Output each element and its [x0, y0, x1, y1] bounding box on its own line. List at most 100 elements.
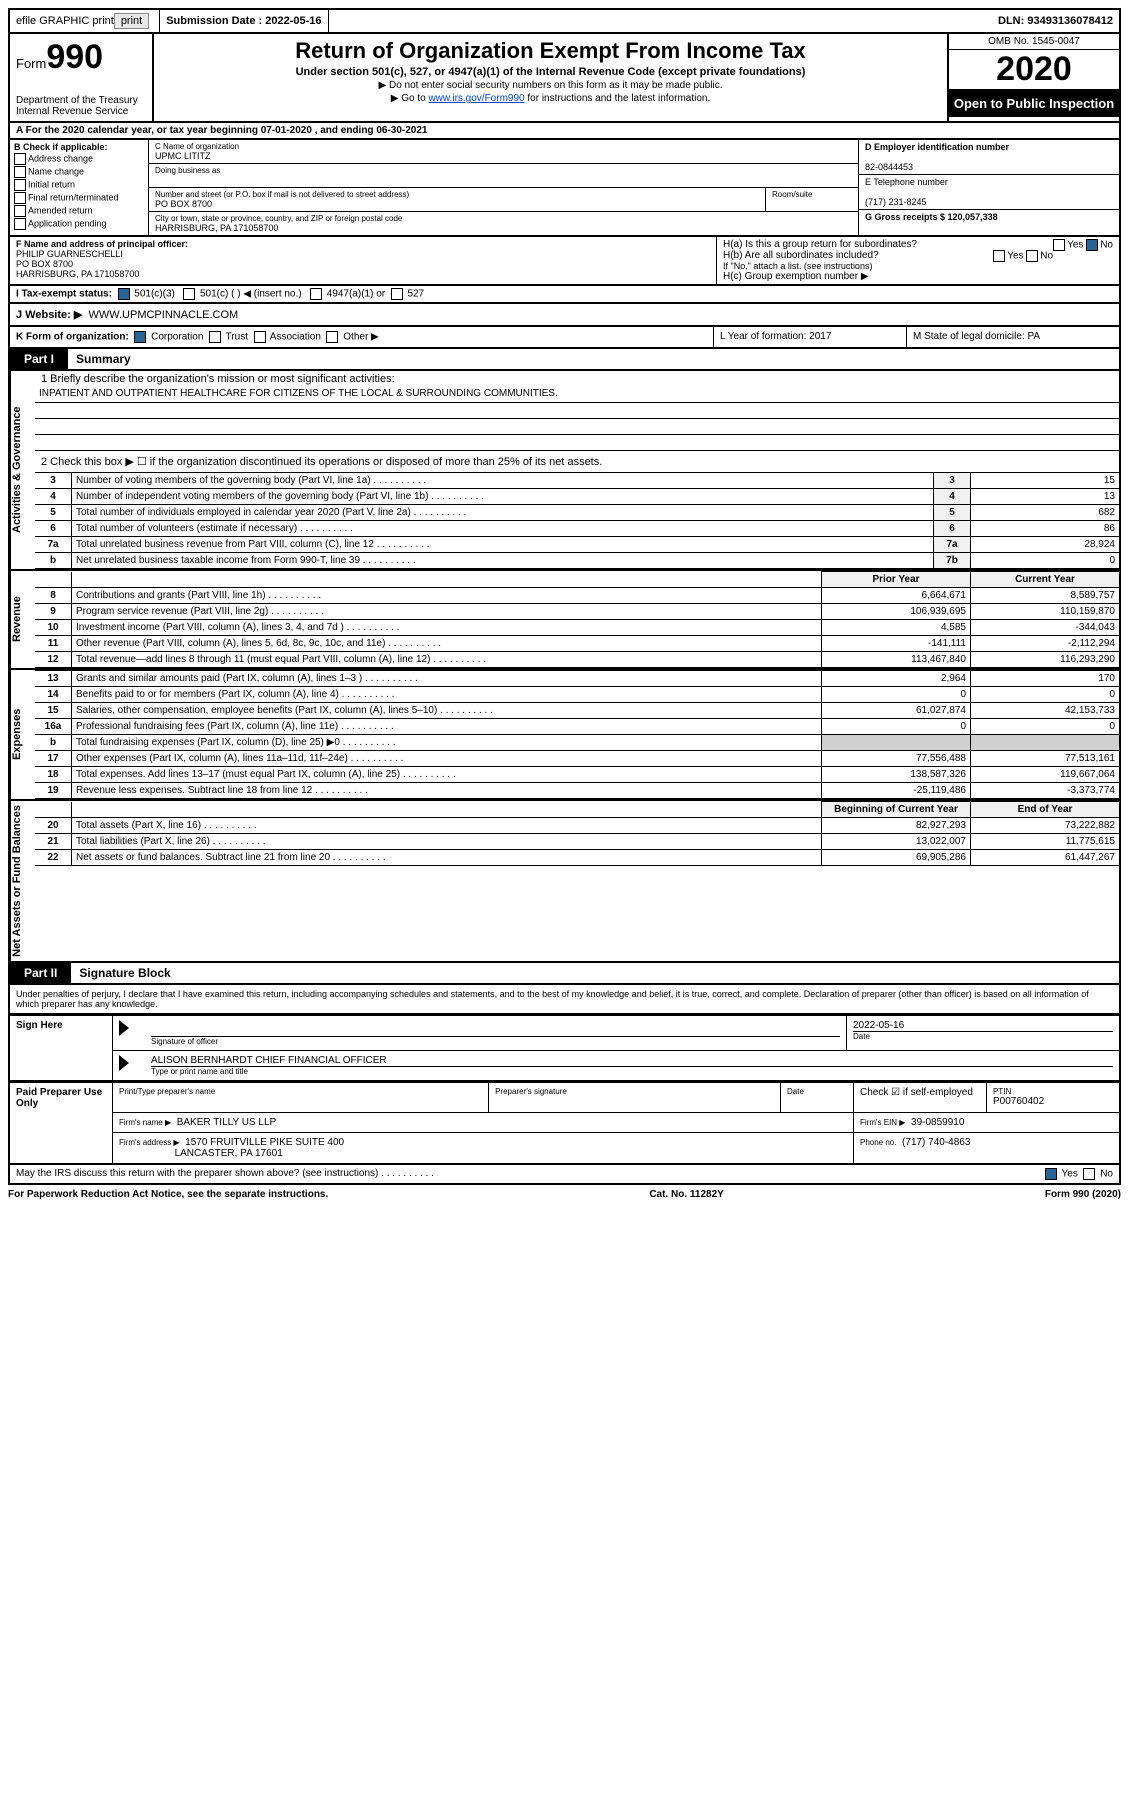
section-de: D Employer identification number 82-0844…	[859, 140, 1119, 235]
part2-header: Part II Signature Block	[8, 963, 1121, 985]
prior-year-hdr: Prior Year	[822, 572, 971, 588]
ha-yes-chk[interactable]	[1053, 239, 1065, 251]
chk-corp[interactable]	[134, 331, 146, 343]
opt-initial: Initial return	[28, 179, 75, 189]
section-l: L Year of formation: 2017	[714, 327, 907, 347]
chk-assoc[interactable]	[254, 331, 266, 343]
chk-pending[interactable]: Application pending	[14, 218, 144, 230]
chk-other[interactable]	[326, 331, 338, 343]
opt-527: 527	[407, 289, 424, 300]
opt-address: Address change	[28, 153, 93, 163]
header-note2: ▶ Go to www.irs.gov/Form990 for instruct…	[160, 93, 941, 104]
firm-ein: 39-0859910	[911, 1117, 964, 1128]
ha-yes: Yes	[1067, 240, 1083, 251]
sig-date-label: Date	[853, 1031, 1113, 1041]
chk-4947[interactable]	[310, 288, 322, 300]
hb-yes-chk[interactable]	[993, 250, 1005, 262]
expenses-section: Expenses 13 Grants and similar amounts p…	[8, 670, 1121, 801]
hb-row: H(b) Are all subordinates included? Yes …	[723, 250, 1113, 261]
opt-pending: Application pending	[28, 218, 107, 228]
ha-no-chk[interactable]	[1086, 239, 1098, 251]
footer-left: For Paperwork Reduction Act Notice, see …	[8, 1189, 328, 1200]
officer-addr1: PO BOX 8700	[16, 259, 73, 269]
prep-sig-label: Preparer's signature	[495, 1087, 774, 1096]
net-table: Beginning of Current Year End of Year 20…	[35, 801, 1119, 866]
top-bar: efile GRAPHIC print print Submission Dat…	[8, 8, 1121, 34]
ha-row: H(a) Is this a group return for subordin…	[723, 239, 1113, 250]
hb-no-chk[interactable]	[1026, 250, 1038, 262]
firm-addr-cell: Firm's address ▶ 1570 FRUITVILLE PIKE SU…	[113, 1132, 854, 1164]
chk-initial[interactable]: Initial return	[14, 179, 144, 191]
part2-title: Signature Block	[71, 963, 178, 983]
city-value: HARRISBURG, PA 171058700	[155, 223, 852, 233]
side-governance: Activities & Governance	[10, 371, 35, 569]
discuss-no-chk[interactable]	[1083, 1168, 1095, 1180]
chk-501c[interactable]	[183, 288, 195, 300]
table-row: 22 Net assets or fund balances. Subtract…	[35, 850, 1119, 866]
opt-assoc: Association	[270, 332, 321, 343]
header-note1: ▶ Do not enter social security numbers o…	[160, 80, 941, 91]
revenue-section: Revenue Prior Year Current Year 8 Contri…	[8, 571, 1121, 670]
firm-addr-label: Firm's address ▶	[119, 1138, 180, 1147]
type-label: Type or print name and title	[151, 1066, 1113, 1076]
exp-table: 13 Grants and similar amounts paid (Part…	[35, 670, 1119, 799]
section-c: C Name of organization UPMC LITITZ Doing…	[149, 140, 859, 235]
section-b: B Check if applicable: Address change Na…	[10, 140, 149, 235]
firm-ein-label: Firm's EIN ▶	[860, 1118, 905, 1127]
section-k: K Form of organization: Corporation Trus…	[10, 327, 714, 347]
note2-pre: ▶ Go to	[391, 93, 429, 104]
c-city-row: City or town, state or province, country…	[149, 212, 858, 235]
chk-address-change[interactable]: Address change	[14, 153, 144, 165]
table-row: 14 Benefits paid to or for members (Part…	[35, 687, 1119, 703]
chk-trust[interactable]	[209, 331, 221, 343]
gov-table: 3 Number of voting members of the govern…	[35, 472, 1119, 569]
mission-text: INPATIENT AND OUTPATIENT HEALTHCARE FOR …	[35, 387, 1119, 403]
side-revenue: Revenue	[10, 571, 35, 668]
mission-blank1	[35, 403, 1119, 419]
discuss-label: May the IRS discuss this return with the…	[16, 1168, 434, 1180]
table-row: 11 Other revenue (Part VIII, column (A),…	[35, 636, 1119, 652]
form-number: 990	[46, 38, 103, 76]
discuss-no: No	[1100, 1168, 1113, 1179]
chk-amended[interactable]: Amended return	[14, 205, 144, 217]
ein-label: D Employer identification number	[865, 142, 1009, 152]
c-name-label: C Name of organization	[155, 142, 852, 151]
section-klm: K Form of organization: Corporation Trus…	[8, 327, 1121, 349]
table-row: 18 Total expenses. Add lines 13–17 (must…	[35, 767, 1119, 783]
hb-yes: Yes	[1007, 251, 1023, 262]
sig-date-value: 2022-05-16	[853, 1020, 1113, 1031]
header-title: Return of Organization Exempt From Incom…	[160, 38, 941, 64]
chk-final[interactable]: Final return/terminated	[14, 192, 144, 204]
footer: For Paperwork Reduction Act Notice, see …	[8, 1185, 1121, 1204]
part1-header: Part I Summary	[8, 349, 1121, 371]
print-name-label: Print/Type preparer's name	[119, 1087, 482, 1096]
discuss-answers: Yes No	[1045, 1168, 1113, 1180]
efile-label: efile GRAPHIC print	[16, 15, 114, 27]
table-row: 4 Number of independent voting members o…	[35, 489, 1119, 505]
tel-value: (717) 231-8245	[865, 197, 927, 207]
irs-link[interactable]: www.irs.gov/Form990	[428, 93, 524, 104]
firm-addr2: LANCASTER, PA 17601	[175, 1148, 283, 1159]
section-f: F Name and address of principal officer:…	[10, 237, 717, 284]
opt-amended: Amended return	[28, 205, 93, 215]
chk-501c3[interactable]	[118, 288, 130, 300]
print-button[interactable]: print	[114, 13, 149, 29]
chk-name-change[interactable]: Name change	[14, 166, 144, 178]
rev-header-row: Prior Year Current Year	[35, 572, 1119, 588]
ptin-cell: PTIN P00760402	[987, 1082, 1121, 1112]
side-net-assets: Net Assets or Fund Balances	[10, 801, 35, 961]
opt-501c: 501(c) ( ) ◀ (insert no.)	[200, 289, 302, 300]
discuss-yes-chk[interactable]	[1045, 1168, 1057, 1180]
section-j: J Website: ▶ WWW.UPMCPINNACLE.COM	[8, 304, 1121, 327]
table-row: 7a Total unrelated business revenue from…	[35, 537, 1119, 553]
side-expenses: Expenses	[10, 670, 35, 799]
table-row: 9 Program service revenue (Part VIII, li…	[35, 604, 1119, 620]
table-row: 10 Investment income (Part VIII, column …	[35, 620, 1119, 636]
phone-cell: Phone no. (717) 740-4863	[854, 1132, 1121, 1164]
chk-527[interactable]	[391, 288, 403, 300]
opt-501c3: 501(c)(3)	[134, 289, 175, 300]
governance-section: Activities & Governance 1 Briefly descri…	[8, 371, 1121, 571]
opt-4947: 4947(a)(1) or	[327, 289, 385, 300]
officer-addr2: HARRISBURG, PA 171058700	[16, 269, 139, 279]
prep-date-cell: Date	[781, 1082, 854, 1112]
